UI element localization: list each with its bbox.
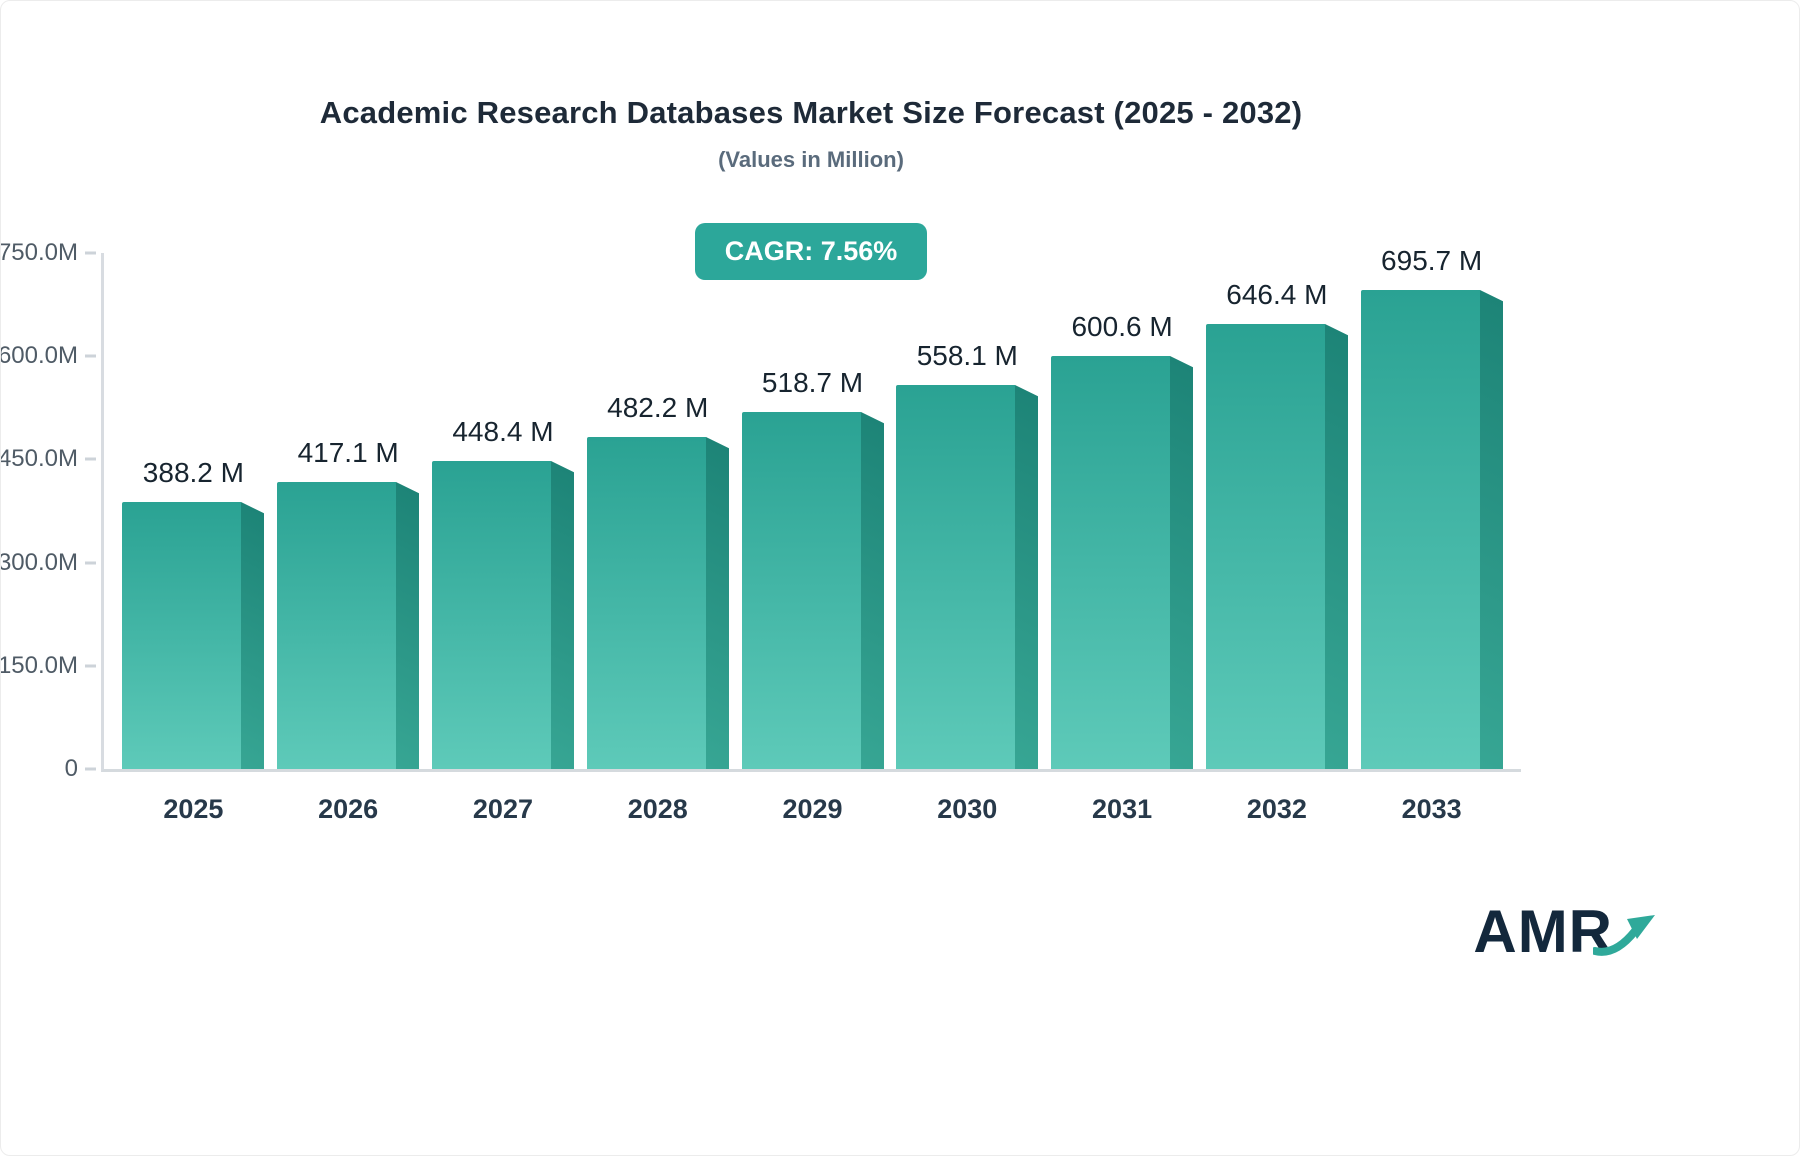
bar	[586, 437, 729, 769]
bar-value-label: 482.2 M	[607, 392, 709, 424]
bar-side-face	[241, 501, 265, 769]
bar-front-face	[122, 501, 242, 769]
bar-group: 518.7 M 2029	[735, 367, 890, 824]
x-axis-label: 2026	[318, 794, 379, 824]
y-tick-mark	[85, 561, 96, 565]
bars-row: 388.2 M 2025 417.1 M 2026 448.4 M 2027 482.2 M…	[104, 245, 1521, 824]
bar-front-face	[1205, 324, 1325, 769]
bar-side-face	[1015, 385, 1039, 769]
bar	[741, 412, 884, 769]
bar-value-label: 518.7 M	[761, 367, 864, 399]
y-tick-label: 750.0M	[0, 239, 78, 266]
bar-group: 558.1 M 2030	[890, 340, 1045, 824]
y-tick-label: 450.0M	[0, 445, 78, 473]
bar	[122, 501, 265, 769]
bar-front-face	[741, 412, 861, 769]
chart-subtitle: (Values in Million)	[718, 147, 904, 172]
y-tick-mark	[85, 251, 96, 255]
bar-group: 600.6 M 2031	[1045, 310, 1200, 824]
bar-side-face	[1170, 355, 1194, 769]
bar-group: 646.4 M 2032	[1199, 279, 1354, 824]
x-axis-label: 2030	[937, 794, 998, 824]
x-axis-label: 2033	[1401, 794, 1462, 824]
bar-value-label: 600.6 M	[1071, 310, 1173, 342]
bar-value-label: 448.4 M	[452, 415, 554, 447]
bar-value-label: 558.1 M	[916, 340, 1018, 372]
amr-logo-arrow-icon	[1593, 914, 1655, 956]
y-tick-label: 0	[64, 755, 78, 782]
bar-group: 482.2 M 2028	[580, 392, 735, 824]
x-axis-label: 2027	[472, 794, 533, 824]
y-tick-label: 600.0M	[0, 342, 78, 370]
bar	[277, 482, 420, 769]
bar-value-label: 695.7 M	[1381, 245, 1483, 277]
y-tick-mark	[85, 354, 96, 358]
x-axis-label: 2029	[782, 794, 843, 824]
y-tick-mark	[85, 664, 96, 668]
bar-value-label: 646.4 M	[1226, 279, 1328, 311]
bar-group: 448.4 M 2027	[426, 415, 581, 824]
bar-side-face	[396, 482, 420, 769]
bar	[1360, 290, 1503, 769]
x-axis-label: 2028	[627, 794, 688, 824]
bar-side-face	[550, 460, 574, 769]
bar-side-face	[1324, 324, 1348, 769]
bar-front-face	[586, 437, 706, 769]
plot-area: 388.2 M 2025 417.1 M 2026 448.4 M 2027 482.2 M…	[1, 239, 1521, 824]
bar	[431, 460, 574, 769]
bar-front-face	[896, 385, 1016, 769]
x-axis-label: 2031	[1092, 794, 1153, 824]
bar	[896, 385, 1039, 769]
y-tick-label: 300.0M	[0, 548, 78, 576]
bar-front-face	[1360, 290, 1480, 769]
bar-side-face	[705, 437, 729, 769]
x-axis-label: 2032	[1246, 794, 1307, 824]
bar-front-face	[1051, 355, 1171, 769]
bar-group: 695.7 M 2033	[1354, 245, 1509, 824]
bar-value-label: 417.1 M	[297, 437, 399, 469]
cagr-badge: CAGR: 7.56%	[694, 223, 928, 280]
bar-group: 388.2 M 2025	[116, 456, 271, 824]
bar-front-face	[277, 482, 397, 769]
y-tick-label: 150.0M	[0, 651, 78, 679]
y-tick-mark	[85, 457, 96, 461]
bar-side-face	[1479, 290, 1503, 769]
x-axis-label: 2025	[163, 794, 224, 824]
amr-logo-text: AMR	[1473, 898, 1613, 965]
chart-header: Academic Research Databases Market Size …	[1, 95, 1621, 173]
bar-side-face	[860, 412, 884, 769]
cagr-badge-wrap: CAGR: 7.56%	[101, 223, 1521, 280]
bar-front-face	[431, 460, 551, 769]
y-tick-mark	[85, 767, 96, 771]
bar-value-label: 388.2 M	[142, 456, 244, 488]
bar	[1051, 355, 1194, 769]
bar	[1205, 324, 1348, 769]
chart-title: Academic Research Databases Market Size …	[319, 95, 1303, 130]
amr-logo: AMR	[1473, 897, 1659, 966]
bar-group: 417.1 M 2026	[271, 437, 426, 824]
